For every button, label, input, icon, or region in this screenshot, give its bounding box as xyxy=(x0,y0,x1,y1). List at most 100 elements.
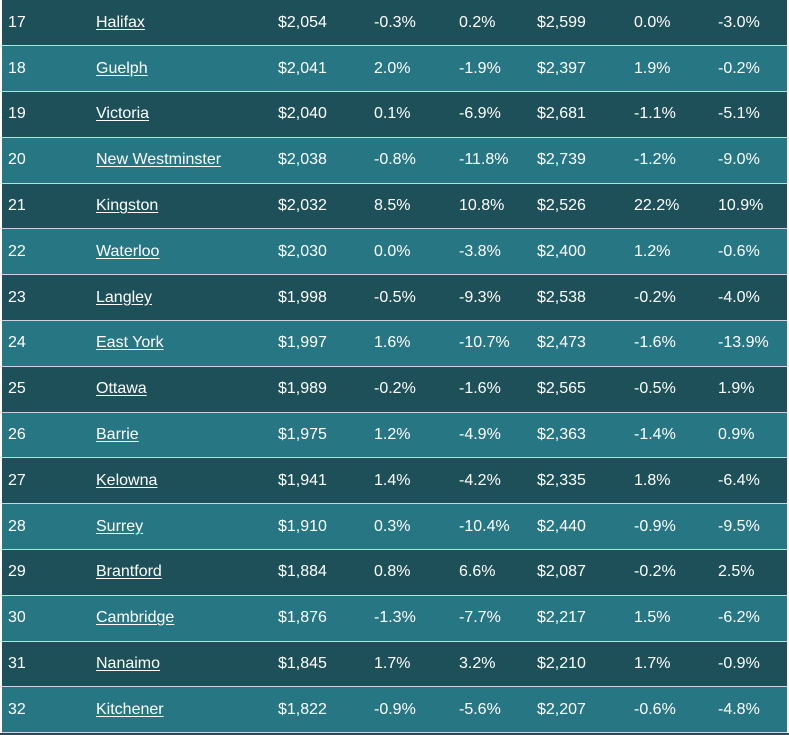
price-1br-cell: $1,845 xyxy=(278,655,327,673)
mom-2br-cell: 0.0% xyxy=(634,13,671,31)
mom-1br-cell: -0.3% xyxy=(374,13,416,31)
rank-cell: 32 xyxy=(8,700,26,718)
city-link[interactable]: Victoria xyxy=(96,105,150,123)
mom-1br-cell: -0.8% xyxy=(374,151,416,169)
price-1br-cell: $1,822 xyxy=(278,700,327,718)
mom-2br-cell: -1.4% xyxy=(634,426,676,444)
city-link[interactable]: Surrey xyxy=(96,517,144,535)
city-link[interactable]: East York xyxy=(96,334,164,352)
city-link[interactable]: Nanaimo xyxy=(96,655,161,673)
price-1br-cell: $1,941 xyxy=(278,471,327,489)
city-link[interactable]: Ottawa xyxy=(96,380,147,398)
yoy-1br-cell: -6.9% xyxy=(459,105,501,123)
price-1br-cell: $1,975 xyxy=(278,426,327,444)
rank-cell: 27 xyxy=(8,471,26,489)
mom-1br-cell: -0.5% xyxy=(374,288,416,306)
rank-cell: 23 xyxy=(8,288,26,306)
city-cell: Cambridge xyxy=(90,595,272,641)
mom-2br-cell: -1.1% xyxy=(634,105,676,123)
city-cell: Surrey xyxy=(90,504,272,550)
yoy-2br-cell: 1.9% xyxy=(718,380,755,398)
price-2br-cell: $2,397 xyxy=(537,59,586,77)
price-1br-cell: $2,030 xyxy=(278,242,327,260)
price-1br-cell: $1,989 xyxy=(278,380,327,398)
price-1br-cell: $1,998 xyxy=(278,288,327,306)
yoy-1br-cell: -1.9% xyxy=(459,59,501,77)
yoy-2br-cell: -9.5% xyxy=(718,517,760,535)
next-row-edge xyxy=(0,733,789,735)
city-link[interactable]: Kitchener xyxy=(96,700,164,718)
city-link[interactable]: Brantford xyxy=(96,563,162,581)
city-link[interactable]: New Westminster xyxy=(96,151,222,169)
city-cell: Halifax xyxy=(90,0,272,46)
table-row: 24 East York $1,997 1.6% -10.7% $2,473 -… xyxy=(2,320,787,367)
rank-cell: 21 xyxy=(8,197,26,215)
yoy-1br-cell: -1.6% xyxy=(459,380,501,398)
mom-2br-cell: 22.2% xyxy=(634,197,680,215)
rank-cell: 26 xyxy=(8,426,26,444)
city-link[interactable]: Cambridge xyxy=(96,609,175,627)
city-link[interactable]: Waterloo xyxy=(96,242,160,260)
city-cell: Brantford xyxy=(90,550,272,596)
city-link[interactable]: Barrie xyxy=(96,426,139,444)
yoy-1br-cell: -11.8% xyxy=(459,151,509,169)
price-1br-cell: $2,040 xyxy=(278,105,327,123)
mom-1br-cell: 0.8% xyxy=(374,563,411,581)
mom-1br-cell: 1.6% xyxy=(374,334,411,352)
yoy-1br-cell: 0.2% xyxy=(459,13,496,31)
yoy-1br-cell: -4.2% xyxy=(459,471,501,489)
city-link[interactable]: Halifax xyxy=(96,13,145,31)
price-1br-cell: $1,884 xyxy=(278,563,327,581)
yoy-2br-cell: -6.2% xyxy=(718,609,760,627)
price-1br-cell: $2,041 xyxy=(278,59,327,77)
mom-1br-cell: 1.4% xyxy=(374,471,411,489)
mom-2br-cell: -1.2% xyxy=(634,151,676,169)
yoy-2br-cell: -13.9% xyxy=(718,334,769,352)
table-row: 25 Ottawa $1,989 -0.2% -1.6% $2,565 -0.5… xyxy=(2,366,787,413)
mom-2br-cell: 1.5% xyxy=(634,609,671,627)
mom-1br-cell: 0.3% xyxy=(374,517,411,535)
city-cell: Nanaimo xyxy=(90,641,272,687)
yoy-2br-cell: -4.8% xyxy=(718,700,760,718)
city-cell: Barrie xyxy=(90,412,272,458)
mom-1br-cell: -1.3% xyxy=(374,609,416,627)
city-link[interactable]: Guelph xyxy=(96,59,148,77)
rank-cell: 30 xyxy=(8,609,26,627)
yoy-2br-cell: -0.9% xyxy=(718,655,760,673)
yoy-1br-cell: 3.2% xyxy=(459,655,496,673)
city-cell: Ottawa xyxy=(90,366,272,412)
rank-cell: 19 xyxy=(8,105,26,123)
yoy-1br-cell: -7.7% xyxy=(459,609,501,627)
price-2br-cell: $2,599 xyxy=(537,13,586,31)
rank-cell: 22 xyxy=(8,242,26,260)
mom-2br-cell: -0.6% xyxy=(634,700,676,718)
price-2br-cell: $2,217 xyxy=(537,609,586,627)
city-link[interactable]: Langley xyxy=(96,288,153,306)
price-1br-cell: $1,876 xyxy=(278,609,327,627)
table-row: 18 Guelph $2,041 2.0% -1.9% $2,397 1.9% … xyxy=(2,45,787,92)
price-1br-cell: $1,997 xyxy=(278,334,327,352)
mom-1br-cell: 8.5% xyxy=(374,197,411,215)
yoy-1br-cell: -9.3% xyxy=(459,288,501,306)
mom-1br-cell: 1.7% xyxy=(374,655,411,673)
yoy-2br-cell: -4.0% xyxy=(718,288,760,306)
mom-2br-cell: 1.2% xyxy=(634,242,671,260)
mom-2br-cell: -0.5% xyxy=(634,380,676,398)
yoy-2br-cell: 0.9% xyxy=(718,426,755,444)
rank-cell: 29 xyxy=(8,563,26,581)
table-row: 31 Nanaimo $1,845 1.7% 3.2% $2,210 1.7% … xyxy=(2,641,787,687)
city-link[interactable]: Kingston xyxy=(96,197,159,215)
table-row: 27 Kelowna $1,941 1.4% -4.2% $2,335 1.8%… xyxy=(2,457,787,504)
price-2br-cell: $2,440 xyxy=(537,517,586,535)
price-2br-cell: $2,538 xyxy=(537,288,586,306)
yoy-1br-cell: 6.6% xyxy=(459,563,496,581)
price-2br-cell: $2,739 xyxy=(537,151,586,169)
price-2br-cell: $2,210 xyxy=(537,655,586,673)
mom-1br-cell: 0.1% xyxy=(374,105,411,123)
city-link[interactable]: Kelowna xyxy=(96,471,158,489)
price-2br-cell: $2,526 xyxy=(537,197,586,215)
price-2br-cell: $2,681 xyxy=(537,105,586,123)
mom-1br-cell: -0.2% xyxy=(374,380,416,398)
table-row: 17 Halifax $2,054 -0.3% 0.2% $2,599 0.0%… xyxy=(2,0,787,46)
